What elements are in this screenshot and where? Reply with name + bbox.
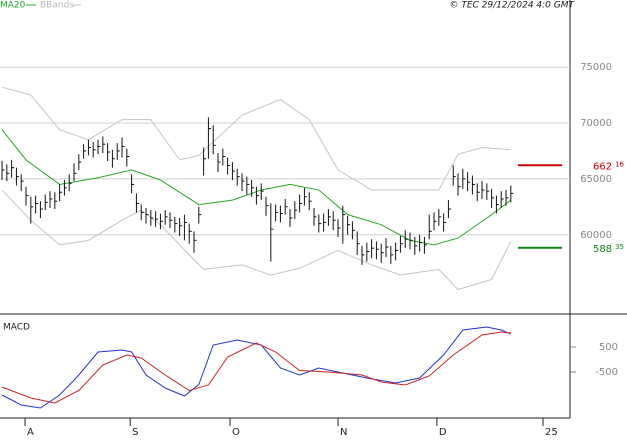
ma-line	[1, 129, 512, 246]
bbands-legend: BBands	[40, 1, 74, 11]
macd-title: MACD	[3, 323, 30, 333]
copyright: © TEC 29/12/2024 4:0 GMT	[449, 1, 575, 11]
x-tick-label: S	[132, 427, 138, 438]
macd-tick-label: 500	[599, 342, 618, 353]
price-marker-main: 662	[593, 161, 612, 172]
x-tick-label: A	[27, 427, 34, 438]
x-tick-label: O	[232, 427, 240, 438]
bband-lower	[1, 189, 512, 291]
y-tick-label: 70000	[580, 118, 612, 129]
x-tick-label: 25	[545, 427, 558, 438]
x-tick-label: N	[340, 427, 347, 438]
y-tick-label: 75000	[580, 62, 612, 73]
y-tick-label: 65000	[580, 174, 612, 185]
price-marker-decimals: 35	[615, 243, 624, 251]
price-marker-main: 588	[593, 244, 612, 255]
bband-upper	[1, 86, 511, 191]
y-tick-label: 60000	[580, 230, 612, 241]
x-tick-label: D	[439, 427, 447, 438]
price-marker-label: 588 35	[593, 243, 624, 255]
ma-legend: MA20	[0, 1, 26, 11]
price-marker-label: 662 16	[593, 160, 625, 172]
macd-tick-label: -500	[595, 367, 618, 378]
macd-line	[1, 326, 512, 409]
macd-line	[1, 331, 511, 404]
price-marker-decimals: 16	[615, 160, 624, 168]
